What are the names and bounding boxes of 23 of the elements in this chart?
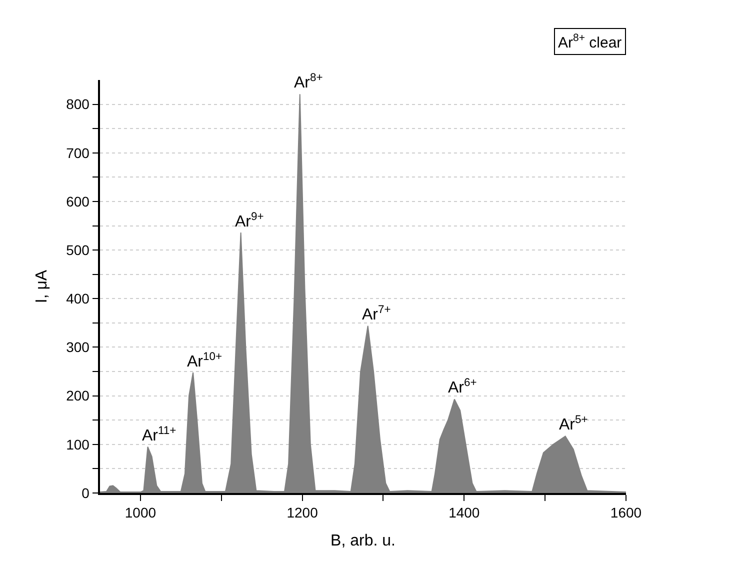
y-tick-label: 100 [66,436,90,452]
annotation: Ar$^{8+}$ [294,72,323,92]
y-tick-label: 800 [66,96,90,112]
y-axis-title: I, μA [33,270,50,304]
y-tick-label: 0 [82,484,90,501]
x-tick-label: 1600 [610,504,642,521]
y-tick-label: 300 [66,339,90,356]
y-tick-label: 400 [66,290,90,307]
annotation: Ar$^{7+}$ [362,304,391,324]
annotation: Ar$^{11+}$ [142,425,176,445]
text: Ar$^{8+}$ clear [558,32,622,52]
y-tick-label: 500 [66,242,90,258]
annotation: Ar$^{5+}$ [559,414,588,434]
annotation: Ar$^{6+}$ [448,377,477,397]
x-axis-title: B, arb. u. [330,532,396,550]
y-tick-label: 600 [66,193,90,210]
y-tick-label: 700 [66,144,90,161]
x-tick-label: 1000 [124,504,156,521]
x-tick-label: 1400 [448,504,480,521]
y-tick-label: 200 [66,388,90,404]
x-tick-label: 1200 [286,504,318,521]
annotation: Ar$^{10+}$ [187,351,222,371]
annotation: Ar$^{9+}$ [235,211,264,231]
